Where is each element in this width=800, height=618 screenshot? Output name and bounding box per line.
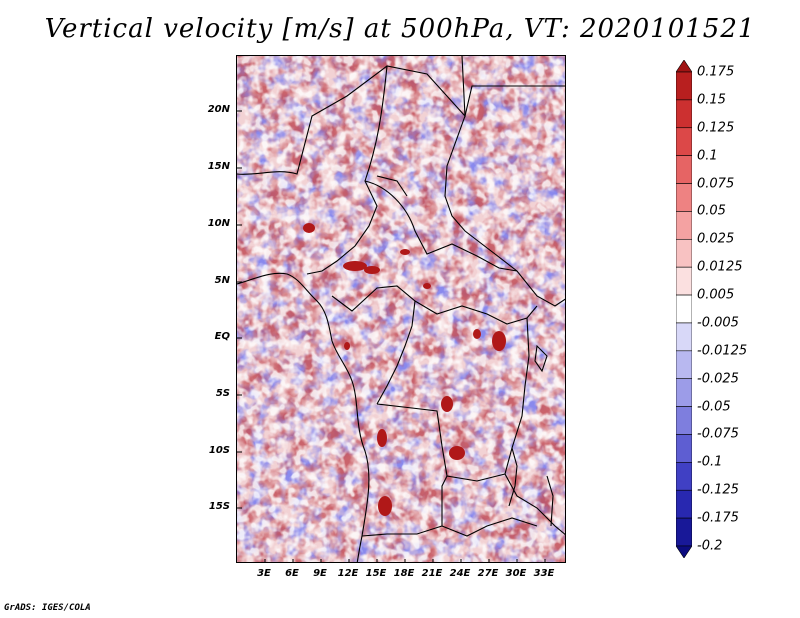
- border-congo: [331, 285, 416, 405]
- colorbar-tick-label: 0.025: [697, 231, 735, 247]
- updraft-cell: [423, 283, 431, 289]
- map-panel[interactable]: [236, 55, 566, 563]
- colorbar-tick-label: 0.05: [697, 203, 726, 219]
- lon-label-30e: 30E: [505, 568, 527, 579]
- updraft-cell: [441, 396, 453, 412]
- colorbar-tick-label: -0.075: [697, 426, 739, 442]
- lat-label-10s: 10S: [208, 445, 230, 456]
- colorbar-segment: [676, 183, 692, 212]
- strong-ascent-cells: [303, 223, 506, 516]
- colorbar-segment: [676, 211, 692, 240]
- colorbar-tick-label: -0.2: [697, 538, 723, 554]
- colorbar-segment: [676, 378, 692, 407]
- border-central: [306, 65, 388, 275]
- colorbar-tick-label: -0.175: [697, 510, 739, 526]
- colorbar-tick-label: 0.075: [697, 176, 735, 192]
- colorbar-tick-label: -0.125: [697, 482, 739, 498]
- lat-label-5s: 5S: [215, 388, 230, 399]
- colorbar-tick-label: -0.025: [697, 371, 739, 387]
- lake-malawi: [546, 475, 554, 527]
- coastlines-and-borders: [237, 56, 565, 562]
- lon-label-15e: 15E: [365, 568, 387, 579]
- colorbar-segment: [676, 350, 692, 380]
- colorbar-tick-label: 0.125: [697, 120, 735, 136]
- lon-label-6e: 6E: [285, 568, 299, 579]
- colorbar-tick-label: -0.0125: [697, 343, 748, 359]
- lat-label-15s: 15S: [208, 501, 230, 512]
- lon-label-33e: 33E: [533, 568, 555, 579]
- colorbar-segment: [676, 489, 692, 519]
- updraft-cell: [378, 496, 392, 516]
- border-angola-south: [361, 475, 448, 537]
- grads-credit: GrADS: IGES/COLA: [4, 603, 91, 613]
- colorbar-min-arrow: [676, 545, 692, 558]
- gridline-ticks: [237, 110, 546, 562]
- lon-label-27e: 27E: [477, 568, 499, 579]
- colorbar-segment: [676, 127, 692, 156]
- border-rift: [504, 317, 565, 536]
- colorbar-segment: [676, 434, 692, 463]
- colorbar-segment: [676, 462, 692, 491]
- colorbar-segment: [676, 322, 692, 352]
- colorbar-segment: [676, 294, 692, 324]
- updraft-cell: [303, 223, 315, 233]
- colorbar-segment: [676, 71, 692, 101]
- lake-victoria: [534, 344, 548, 373]
- updraft-cell: [344, 342, 350, 350]
- colorbar-tick-label: 0.15: [697, 92, 726, 108]
- colorbar-tick-label: -0.05: [697, 399, 731, 415]
- colorbar-tick-label: 0.005: [697, 287, 735, 303]
- colorbar-segment: [676, 238, 692, 268]
- colorbar-tick-label: -0.1: [697, 454, 723, 470]
- map-title: Vertical velocity [m/s] at 500hPa, VT: 2…: [44, 14, 756, 44]
- colorbar-segment: [676, 99, 692, 129]
- lon-label-3e: 3E: [257, 568, 271, 579]
- border-zambia: [441, 517, 538, 537]
- lon-label-12e: 12E: [337, 568, 359, 579]
- colorbar-tick-label: 0.0125: [697, 259, 743, 275]
- updraft-cell: [473, 329, 481, 339]
- lake-tanganyika: [508, 447, 518, 507]
- colorbar-max-arrow: [676, 60, 692, 73]
- updraft-cell: [377, 429, 387, 447]
- lon-label-9e: 9E: [313, 568, 327, 579]
- near-zero-field: [237, 56, 565, 562]
- border-northeast: [464, 85, 565, 117]
- colorbar-segment: [676, 406, 692, 435]
- lake-chad: [376, 175, 408, 197]
- colorbar-segment: [676, 517, 692, 547]
- lat-label-20n: 20N: [207, 104, 230, 115]
- velocity-field-map: [237, 56, 565, 562]
- colorbar-tick-label: -0.005: [697, 315, 739, 331]
- lon-label-21e: 21E: [421, 568, 443, 579]
- border-angola-drc: [376, 403, 506, 482]
- lat-label-15n: 15N: [207, 161, 230, 172]
- coastline: [237, 272, 370, 562]
- colorbar-tick-label: 0.175: [697, 64, 735, 80]
- updraft-cell: [400, 249, 410, 255]
- border-north: [237, 56, 466, 175]
- colorbar-segment: [676, 266, 692, 296]
- lon-label-18e: 18E: [393, 568, 415, 579]
- colorbar: [676, 60, 692, 558]
- colorbar-tick-label: 0.1: [697, 148, 718, 164]
- updraft-cell: [449, 446, 465, 460]
- border-east: [444, 115, 565, 307]
- lat-label-5n: 5N: [214, 275, 230, 286]
- lon-label-24e: 24E: [449, 568, 471, 579]
- lat-label-eq: EQ: [214, 331, 230, 342]
- updraft-cell: [492, 331, 506, 351]
- updraft-cell: [364, 266, 380, 274]
- border-car: [364, 180, 518, 272]
- updraft-cell: [343, 261, 367, 271]
- lat-label-10n: 10N: [207, 218, 230, 229]
- colorbar-segment: [676, 155, 692, 184]
